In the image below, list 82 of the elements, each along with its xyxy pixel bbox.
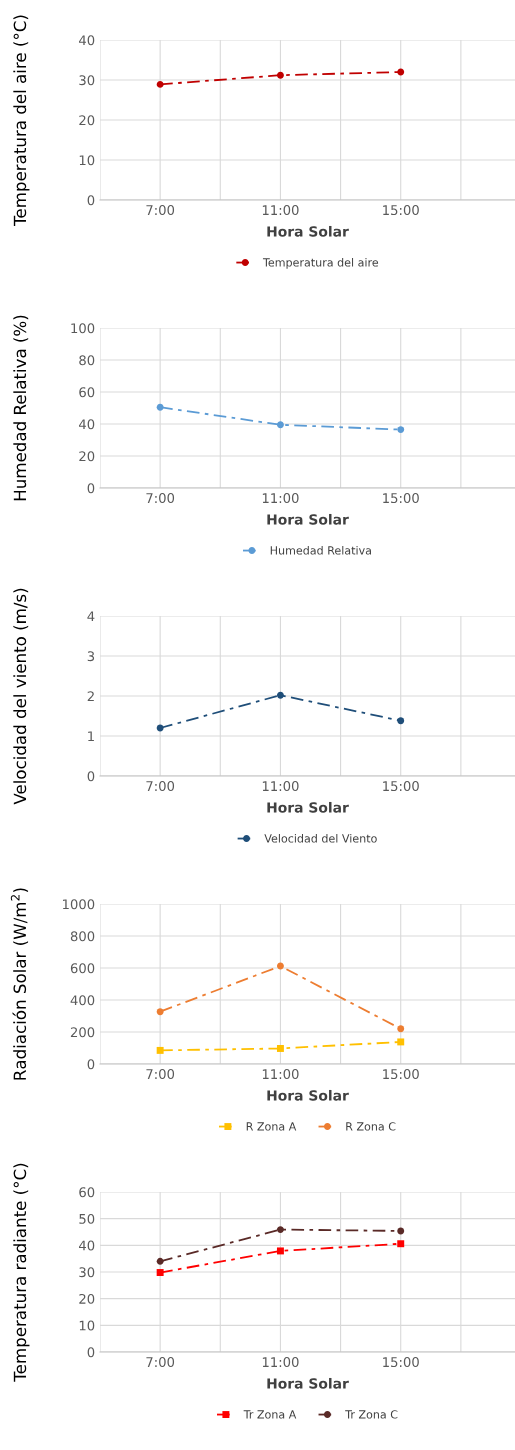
y-tick-label: 3 (87, 651, 95, 662)
y-tick-label: 80 (79, 355, 95, 366)
point (397, 68, 405, 76)
y-tick-label: 0 (87, 195, 95, 206)
point (397, 1227, 405, 1235)
point (276, 421, 284, 429)
x-tick-label: 7:00 (146, 1357, 175, 1368)
y-tick-label: 30 (79, 1267, 95, 1278)
point (276, 691, 284, 699)
point (156, 1269, 164, 1277)
x-tick-label: 15:00 (383, 1069, 419, 1080)
y-tick-label: 20 (79, 1293, 95, 1304)
y-tick-label: 4 (87, 611, 95, 622)
point (156, 1257, 164, 1265)
point (397, 426, 405, 434)
point (276, 962, 284, 970)
x-tick-label: 11:00 (262, 781, 299, 792)
y-tick-label: 10 (79, 155, 95, 166)
legend-label: Velocidad del Viento (264, 834, 377, 843)
x-tick-label: 15:00 (383, 205, 419, 216)
y-tick-label: 0 (87, 483, 95, 494)
point (156, 403, 164, 411)
point (397, 1240, 405, 1248)
x-axis-title: Hora Solar (267, 513, 349, 525)
y-tick-label: 1 (88, 731, 94, 742)
y-tick-label: 0 (87, 1347, 95, 1358)
point (276, 1226, 284, 1234)
x-tick-label: 15:00 (383, 781, 419, 792)
point (156, 80, 164, 88)
y-tick-label: 20 (79, 451, 95, 462)
point (276, 1247, 284, 1255)
y-tick-label: 60 (79, 387, 95, 398)
x-tick-label: 11:00 (262, 1357, 299, 1368)
y-axis-title: Temperatura radiante (°C) (13, 1163, 30, 1382)
x-tick-label: 11:00 (262, 205, 299, 216)
y-tick-label: 40 (78, 1240, 95, 1251)
point (397, 1025, 405, 1033)
y-tick-label: 0 (87, 1059, 95, 1070)
point (397, 717, 405, 725)
y-axis-title: Velocidad del viento (m/s) (13, 588, 29, 805)
y-tick-label: 2 (87, 691, 94, 702)
x-tick-label: 7:00 (146, 1069, 175, 1080)
y-axis-title: Humedad Relativa (%) (13, 315, 29, 501)
legend-label: Temperatura del aire (262, 258, 379, 269)
y-tick-label: 50 (79, 1213, 95, 1224)
y-tick-label: 0 (87, 771, 95, 782)
legend-label: R Zona A (246, 1122, 297, 1131)
point (397, 1038, 405, 1046)
x-tick-label: 11:00 (262, 493, 299, 504)
y-tick-label: 20 (79, 115, 95, 126)
y-tick-label: 40 (78, 35, 95, 46)
point (276, 71, 284, 79)
y-tick-label: 600 (70, 963, 95, 974)
y-tick-label: 10 (79, 1320, 95, 1331)
y-tick-label: 1000 (63, 899, 95, 910)
x-tick-label: 7:00 (146, 493, 175, 504)
legend-label: Humedad Relativa (270, 546, 371, 555)
x-axis-title: Hora Solar (267, 225, 349, 237)
y-tick-label: 40 (78, 419, 95, 430)
legend-label: R Zona C (346, 1122, 396, 1131)
x-tick-label: 11:00 (262, 1069, 299, 1080)
legend-label: Tr Zona A (243, 1410, 297, 1419)
x-tick-label: 15:00 (383, 1357, 419, 1368)
point (156, 724, 164, 732)
x-axis-title: Hora Solar (267, 1377, 349, 1389)
y-tick-label: 800 (70, 931, 95, 942)
y-tick-label: 30 (79, 75, 95, 86)
x-axis-title: Hora Solar (267, 801, 349, 813)
y-tick-label: 400 (70, 995, 95, 1006)
x-axis-title: Hora Solar (267, 1089, 349, 1101)
x-tick-label: 15:00 (383, 493, 419, 504)
point (156, 1046, 164, 1054)
x-tick-label: 7:00 (146, 205, 175, 216)
y-axis-title: Temperatura del aire (°C) (13, 15, 30, 226)
y-axis-title: Radiación Solar (W/m$^{2}$) (10, 888, 29, 1080)
legend-label: Tr Zona C (345, 1410, 398, 1419)
point (156, 1008, 164, 1016)
y-tick-label: 200 (70, 1027, 95, 1038)
point (276, 1045, 284, 1052)
y-tick-label: 60 (79, 1187, 95, 1198)
y-tick-label: 100 (71, 323, 95, 334)
x-tick-label: 7:00 (146, 781, 175, 792)
